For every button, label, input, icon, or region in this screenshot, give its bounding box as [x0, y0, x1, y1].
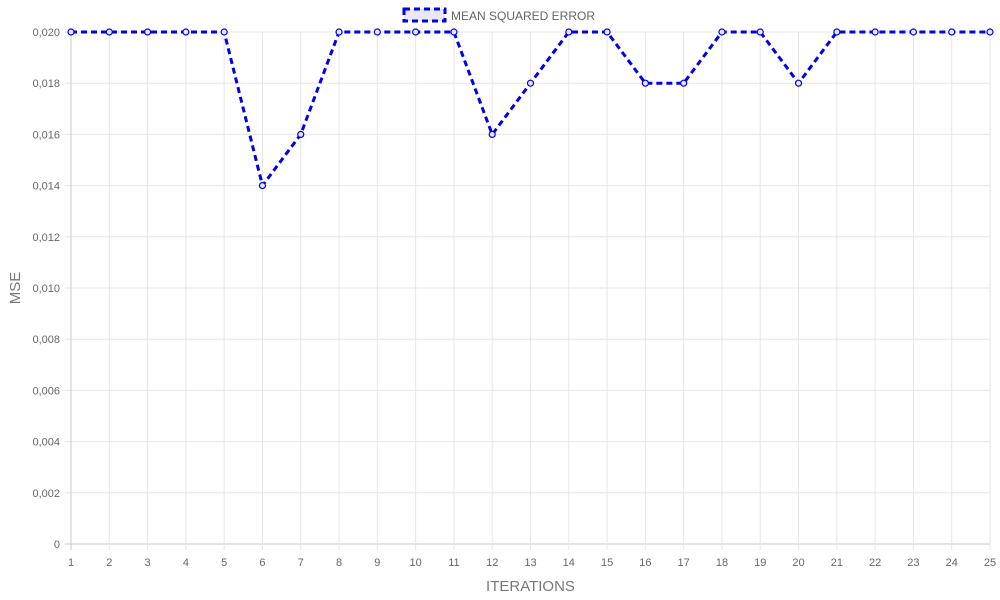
data-point[interactable]: [105, 28, 113, 36]
x-tick-label: 21: [831, 557, 843, 569]
legend[interactable]: MEAN SQUARED ERROR: [402, 7, 595, 23]
data-point[interactable]: [948, 28, 956, 36]
data-point[interactable]: [220, 28, 228, 36]
data-point[interactable]: [526, 79, 535, 87]
x-tick-label: 18: [716, 557, 728, 569]
y-tick-label: 0,012: [32, 232, 60, 244]
x-tick-label: 14: [563, 557, 575, 569]
x-tick-label: 9: [374, 557, 380, 569]
data-point[interactable]: [450, 28, 458, 36]
x-tick-label: 7: [298, 557, 304, 569]
grid: [65, 31, 991, 550]
x-tick-label: 22: [869, 557, 881, 569]
data-point[interactable]: [986, 28, 994, 36]
x-tick-label: 11: [448, 557, 459, 569]
data-point[interactable]: [871, 28, 879, 36]
x-tick-label: 12: [486, 557, 498, 569]
data-point[interactable]: [756, 28, 764, 36]
x-tick-label: 16: [639, 557, 651, 569]
y-tick-label: 0,010: [32, 283, 60, 295]
data-point[interactable]: [794, 79, 803, 87]
y-tick-label: 0,020: [32, 27, 60, 39]
data-point[interactable]: [909, 28, 918, 36]
x-tick-label: 23: [907, 557, 919, 569]
data-point[interactable]: [718, 28, 726, 36]
data-point[interactable]: [182, 28, 190, 36]
x-tick-label: 15: [601, 557, 613, 569]
data-point[interactable]: [833, 28, 841, 36]
data-point[interactable]: [67, 28, 75, 36]
series-layer: [67, 28, 994, 190]
data-point[interactable]: [143, 28, 152, 36]
y-tick-label: 0,018: [32, 78, 60, 90]
data-point[interactable]: [412, 28, 420, 36]
data-point[interactable]: [603, 28, 611, 36]
legend-label[interactable]: MEAN SQUARED ERROR: [451, 9, 595, 23]
data-point[interactable]: [488, 130, 496, 138]
x-tick-label: 24: [946, 557, 958, 569]
x-tick-label: 6: [259, 557, 265, 569]
data-point[interactable]: [680, 79, 688, 87]
x-tick-label: 20: [792, 557, 804, 569]
x-tick-label: 3: [145, 557, 151, 569]
data-point[interactable]: [258, 182, 267, 190]
x-tick-label: 25: [984, 557, 996, 569]
x-tick-label: 13: [524, 557, 536, 569]
data-point[interactable]: [335, 28, 343, 36]
x-tick-label: 19: [754, 557, 766, 569]
x-tick-label: 10: [410, 557, 422, 569]
x-tick-label: 17: [678, 557, 690, 569]
x-axis-title: ITERATIONS: [486, 578, 575, 595]
data-point[interactable]: [641, 79, 649, 87]
x-tick-label: 1: [68, 557, 74, 569]
data-point[interactable]: [565, 28, 573, 36]
axes: 0 0,002 0,004 0,006 0,008 0,010 0,012 0,014 0,01…: [32, 27, 996, 569]
y-tick-label: 0: [54, 539, 60, 551]
y-tick-label: 0,014: [32, 181, 60, 193]
legend-swatch[interactable]: [402, 7, 447, 23]
y-tick-label: 0,004: [32, 437, 60, 449]
x-tick-label: 4: [183, 557, 189, 569]
y-tick-label: 0,006: [32, 385, 60, 397]
y-axis-title: MSE: [7, 272, 24, 305]
y-tick-label: 0,008: [32, 334, 60, 346]
data-point[interactable]: [373, 28, 381, 36]
y-tick-label: 0,016: [32, 129, 60, 141]
y-tick-label: 0,002: [32, 488, 60, 500]
x-tick-label: 2: [106, 557, 112, 569]
x-tick-label: 5: [221, 557, 227, 569]
data-point[interactable]: [297, 130, 305, 138]
x-tick-label: 8: [336, 557, 342, 569]
